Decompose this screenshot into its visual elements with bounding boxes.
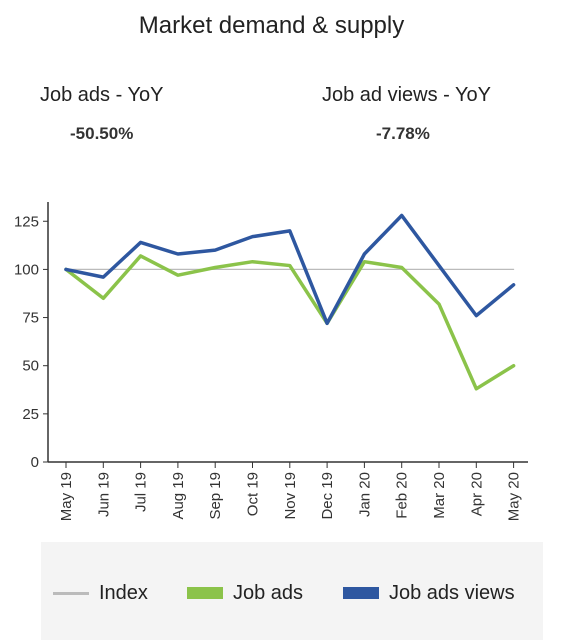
- x-tick-label: Aug 19: [170, 472, 187, 520]
- x-tick-label: Jul 19: [133, 472, 150, 512]
- y-tick-label: 125: [14, 213, 39, 230]
- x-tick-label: Jun 19: [95, 472, 112, 517]
- legend-swatch-job-ads: [187, 587, 223, 599]
- kpi-job-ads-value: -50.50%: [70, 124, 134, 143]
- kpi-job-ads-label: Job ads - YoY: [40, 84, 164, 106]
- x-tick-label: Dec 19: [319, 472, 336, 520]
- x-tick-label: May 19: [58, 472, 75, 521]
- legend-label-job-ads-views: Job ads views: [389, 581, 515, 604]
- y-tick-label: 50: [22, 358, 39, 375]
- legend-item-job-ads: Job ads: [187, 582, 303, 604]
- y-tick-label: 0: [31, 454, 39, 471]
- legend-item-job-ads-views: Job ads views: [343, 582, 515, 604]
- legend: Index Job ads Job ads views: [41, 542, 543, 640]
- x-tick-label: Jan 20: [356, 472, 373, 517]
- kpi-job-ad-views-value: -7.78%: [376, 124, 430, 143]
- series-line-job-ads-views: [64, 213, 516, 326]
- x-tick-label: Feb 20: [394, 472, 411, 519]
- line-chart: 0 25 50 75 100 125 May 19 Jun 19 Jul 19 Aug 19 Sep…: [14, 202, 528, 521]
- legend-item-index: Index: [53, 582, 148, 604]
- x-tick-label: Oct 19: [245, 472, 262, 516]
- x-tick-label: Apr 20: [468, 472, 485, 516]
- chart-title: Market demand & supply: [138, 12, 405, 39]
- y-tick-label: 100: [14, 261, 39, 278]
- x-tick-label: May 20: [506, 472, 523, 521]
- legend-label-index: Index: [99, 581, 148, 604]
- kpi-job-ad-views-label: Job ad views - YoY: [322, 84, 491, 106]
- legend-swatch-index: [53, 591, 89, 595]
- y-tick-label: 25: [22, 406, 39, 423]
- series-line-job-ads: [64, 254, 516, 391]
- x-tick-label: Sep 19: [207, 472, 224, 520]
- legend-swatch-job-ads-views: [343, 587, 379, 599]
- y-tick-label: 75: [22, 310, 39, 327]
- legend-label-job-ads: Job ads: [233, 581, 304, 604]
- x-tick-label: Nov 19: [282, 472, 299, 520]
- x-tick-label: Mar 20: [431, 472, 448, 519]
